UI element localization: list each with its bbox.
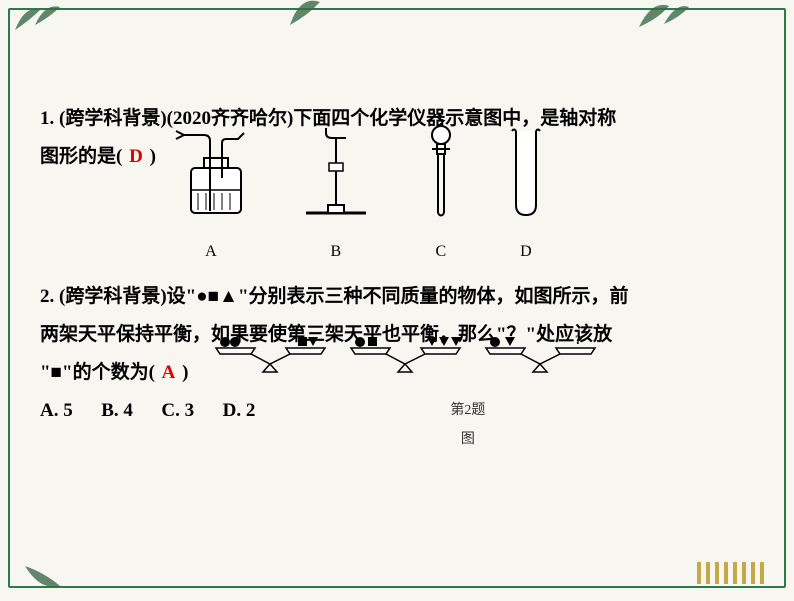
q1-line2-prefix: 图形的是( xyxy=(40,146,122,167)
q2-caption-1: 第2题 xyxy=(450,400,485,421)
svg-text:?: ? xyxy=(575,334,582,347)
apparatus-c-icon xyxy=(416,123,466,218)
q1-answer: D xyxy=(127,146,145,167)
leaf-decoration-icon xyxy=(634,0,694,32)
diagram-label-a: A xyxy=(166,236,256,268)
diagram-label-d: D xyxy=(506,236,546,268)
q2-caption-2: 图 xyxy=(450,429,485,450)
q2-line1: 2. (跨学科背景)设"●■▲"分别表示三种不同质量的物体，如图所示，前 xyxy=(40,278,754,316)
leaf-decoration-icon xyxy=(10,0,70,35)
q1-line2-suffix: ) xyxy=(150,146,156,167)
q2-line3-suffix: ) xyxy=(182,362,188,383)
q2-line3-prefix: "■"的个数为( xyxy=(40,362,155,383)
balance-1-icon xyxy=(213,334,328,374)
q2-options: A. 5 B. 4 C. 3 D. 2 xyxy=(40,392,255,430)
bottom-stripes-decoration xyxy=(697,562,764,584)
apparatus-b-icon xyxy=(296,123,376,218)
content-area: 1. (跨学科背景)(2020齐齐哈尔)下面四个化学仪器示意图中，是轴对称 图形… xyxy=(40,100,754,450)
leaf-decoration-icon xyxy=(280,0,340,30)
q1-diagrams: A B xyxy=(166,123,546,268)
q1-line2: 图形的是( D ) xyxy=(40,138,754,268)
leaf-decoration-icon xyxy=(20,561,80,601)
apparatus-a-icon xyxy=(166,123,256,218)
apparatus-d-icon xyxy=(506,123,546,218)
balance-3-icon: ? xyxy=(483,334,598,374)
q2-answer: A xyxy=(160,362,178,383)
diagram-label-c: C xyxy=(416,236,466,268)
q2-block: 2. (跨学科背景)设"●■▲"分别表示三种不同质量的物体，如图所示，前 两架天… xyxy=(40,278,754,450)
diagram-label-b: B xyxy=(296,236,376,268)
balance-2-icon xyxy=(348,334,463,374)
